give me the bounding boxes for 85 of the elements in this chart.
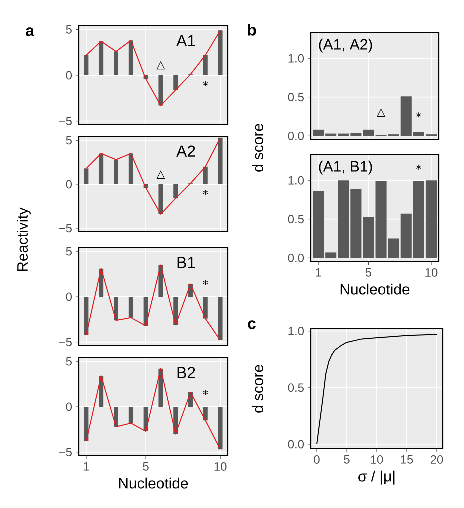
y-tick-label: 5: [66, 26, 72, 34]
bar: [174, 184, 178, 199]
y-tick-label: 0.0: [288, 254, 304, 262]
y-tick-label: 0: [66, 180, 72, 189]
bar: [99, 42, 104, 76]
x-tick-label: 15: [401, 456, 414, 464]
y-tick-label: 0.0: [288, 440, 304, 449]
bar: [218, 30, 223, 76]
x-axis-title: Nucleotide: [340, 284, 410, 295]
bar: [158, 184, 164, 214]
bar: [128, 154, 134, 185]
chart-title: (A1, B1): [319, 160, 372, 175]
y-tick-label: −5: [59, 448, 72, 457]
y-tick-label: 0.5: [288, 93, 304, 102]
y-axis-title: d score: [252, 365, 264, 413]
bar: [203, 407, 208, 421]
y-axis-title: d score: [252, 124, 264, 172]
line-series: [86, 137, 222, 215]
bar: [84, 297, 89, 336]
chart-title: A1: [176, 35, 196, 46]
bar: [99, 154, 104, 185]
y-tick-label: 0.5: [288, 384, 304, 392]
annotation: *: [203, 82, 208, 87]
annotation: *: [203, 280, 208, 286]
x-tick-label: 10: [214, 462, 227, 471]
chart-title: B2: [178, 367, 196, 378]
y-tick-label: −5: [59, 338, 72, 347]
bar: [114, 52, 118, 76]
chart-title: A2: [176, 146, 196, 157]
y-axis-title: Reactivity: [17, 208, 31, 272]
line-series: [86, 368, 222, 450]
y-tick-label: 0.5: [288, 215, 304, 224]
bar: [203, 166, 208, 185]
bar: [84, 407, 89, 442]
text: c: [248, 320, 256, 330]
x-axis-title: Nucleotide: [119, 478, 188, 489]
x-tick-label: 10: [371, 456, 384, 464]
x-axis-title: σ / |μ|: [358, 470, 395, 485]
annotation: △: [156, 170, 166, 180]
x-tick-label: 10: [426, 268, 438, 277]
bar: [174, 76, 178, 90]
bar: [144, 297, 148, 326]
bar: [128, 297, 134, 318]
bar: [128, 407, 134, 424]
bar: [114, 160, 118, 185]
x-tick-label: 1: [316, 268, 322, 277]
bar: [218, 407, 223, 450]
y-tick-label: 1.0: [288, 176, 304, 185]
y-tick-label: 0: [66, 402, 72, 412]
y-tick-label: −5: [59, 224, 72, 233]
bar: [203, 55, 208, 76]
bar: [84, 168, 89, 185]
chart-title: B1: [178, 257, 196, 268]
annotation: △: [377, 108, 386, 118]
y-tick-label: 5: [66, 136, 72, 145]
annotation: *: [203, 390, 208, 396]
annotation: *: [203, 190, 208, 196]
annotation: △: [156, 61, 166, 70]
annotation: *: [416, 112, 422, 118]
bar: [218, 138, 223, 185]
bar: [203, 297, 208, 319]
x-tick-label: 1: [84, 462, 90, 471]
line-series: [86, 30, 222, 106]
y-tick-label: 0: [66, 71, 72, 80]
chart-title: (A1, A2): [319, 38, 372, 53]
text: a: [26, 28, 35, 36]
bar: [84, 55, 89, 76]
y-tick-label: 1.0: [288, 54, 304, 63]
bar: [114, 297, 118, 321]
x-tick-label: 5: [344, 456, 350, 464]
y-tick-label: 0.0: [288, 132, 304, 140]
y-tick-label: 5: [66, 357, 72, 366]
y-tick-label: 1.0: [288, 327, 304, 336]
bar: [128, 40, 134, 76]
bar: [158, 76, 164, 106]
y-tick-label: 0: [66, 292, 72, 302]
annotation: *: [416, 164, 422, 170]
bar: [218, 297, 223, 341]
x-tick-label: 0: [314, 456, 320, 464]
x-tick-label: 5: [366, 268, 372, 277]
x-tick-label: 20: [430, 456, 444, 464]
text: b: [248, 24, 256, 36]
y-tick-label: −5: [59, 117, 72, 126]
x-tick-label: 5: [143, 462, 149, 471]
y-tick-label: 5: [66, 247, 72, 256]
